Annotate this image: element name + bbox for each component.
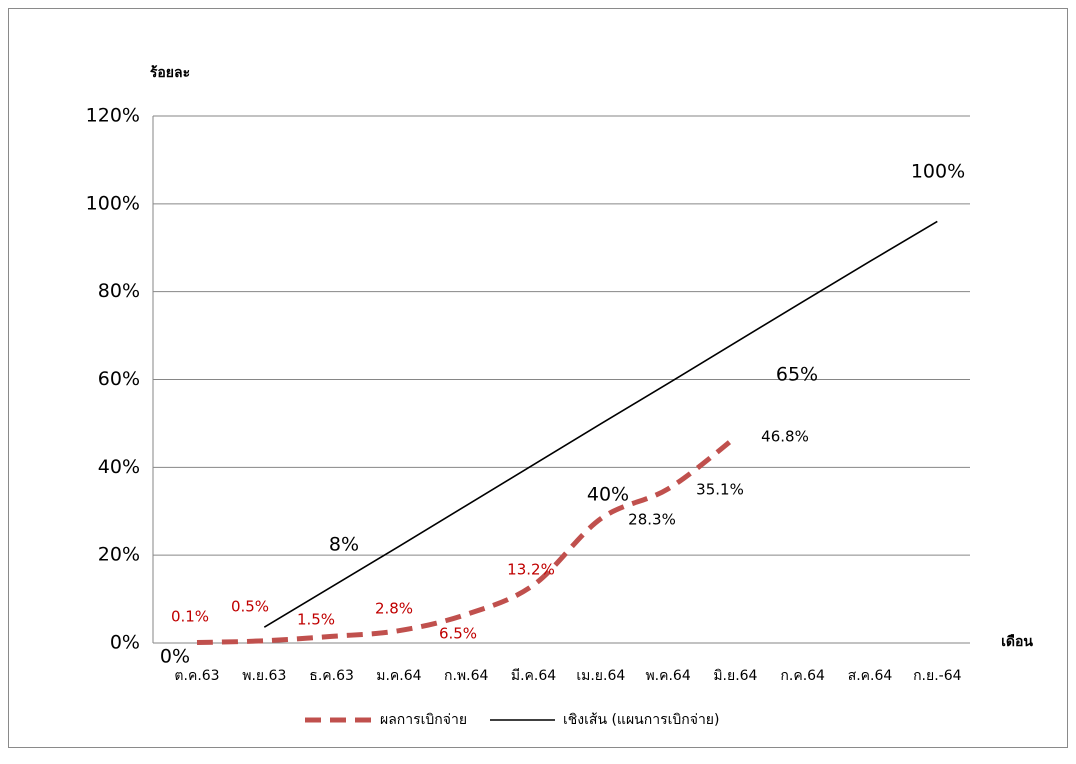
data-label: 28.3% — [628, 511, 676, 529]
y-tick-label: 100% — [86, 192, 140, 214]
y-tick-label: 0% — [110, 632, 140, 654]
x-tick-label: มิ.ย.64 — [713, 668, 757, 684]
x-tick-label: ต.ค.63 — [174, 668, 219, 684]
y-tick-label: 40% — [98, 456, 140, 478]
y-tick-label: 20% — [98, 544, 140, 566]
x-tick-label: มี.ค.64 — [511, 668, 556, 684]
data-label: 2.8% — [375, 600, 413, 618]
x-tick-label: เม.ย.64 — [576, 668, 625, 684]
y-axis-title: ร้อยละ — [150, 65, 190, 81]
annotation: 40% — [587, 484, 629, 506]
data-label: 6.5% — [439, 625, 477, 643]
y-tick-label: 60% — [98, 368, 140, 390]
chart-frame — [8, 8, 1068, 748]
series-line — [196, 435, 737, 646]
x-tick-label: ก.ค.64 — [780, 668, 825, 684]
data-label: 0.1% — [171, 608, 209, 626]
data-label: 0.5% — [231, 598, 269, 616]
x-tick-label: พ.ย.63 — [242, 668, 286, 684]
x-tick-label: ก.พ.64 — [444, 668, 489, 684]
legend-label: เชิงเส้น (แผนการเบิกจ่าย) — [563, 712, 719, 728]
data-label: 35.1% — [696, 481, 744, 499]
y-tick-label: 120% — [86, 105, 140, 127]
x-tick-label: ก.ย.-64 — [913, 668, 962, 684]
data-label: 13.2% — [507, 561, 555, 579]
annotation: 65% — [776, 364, 818, 386]
legend-label: ผลการเบิกจ่าย — [380, 712, 467, 728]
x-tick-label: ธ.ค.63 — [309, 668, 354, 684]
x-axis-title: เดือน — [1001, 634, 1033, 650]
y-tick-label: 80% — [98, 280, 140, 302]
data-label: 46.8% — [761, 428, 809, 446]
x-tick-label: พ.ค.64 — [645, 668, 690, 684]
annotation: 100% — [911, 161, 965, 183]
annotation: 8% — [329, 534, 359, 556]
annotation: 0% — [160, 646, 190, 668]
x-tick-label: ส.ค.64 — [848, 668, 893, 684]
x-tick-label: ม.ค.64 — [376, 668, 421, 684]
series-line — [263, 220, 938, 628]
data-label: 1.5% — [297, 611, 335, 629]
